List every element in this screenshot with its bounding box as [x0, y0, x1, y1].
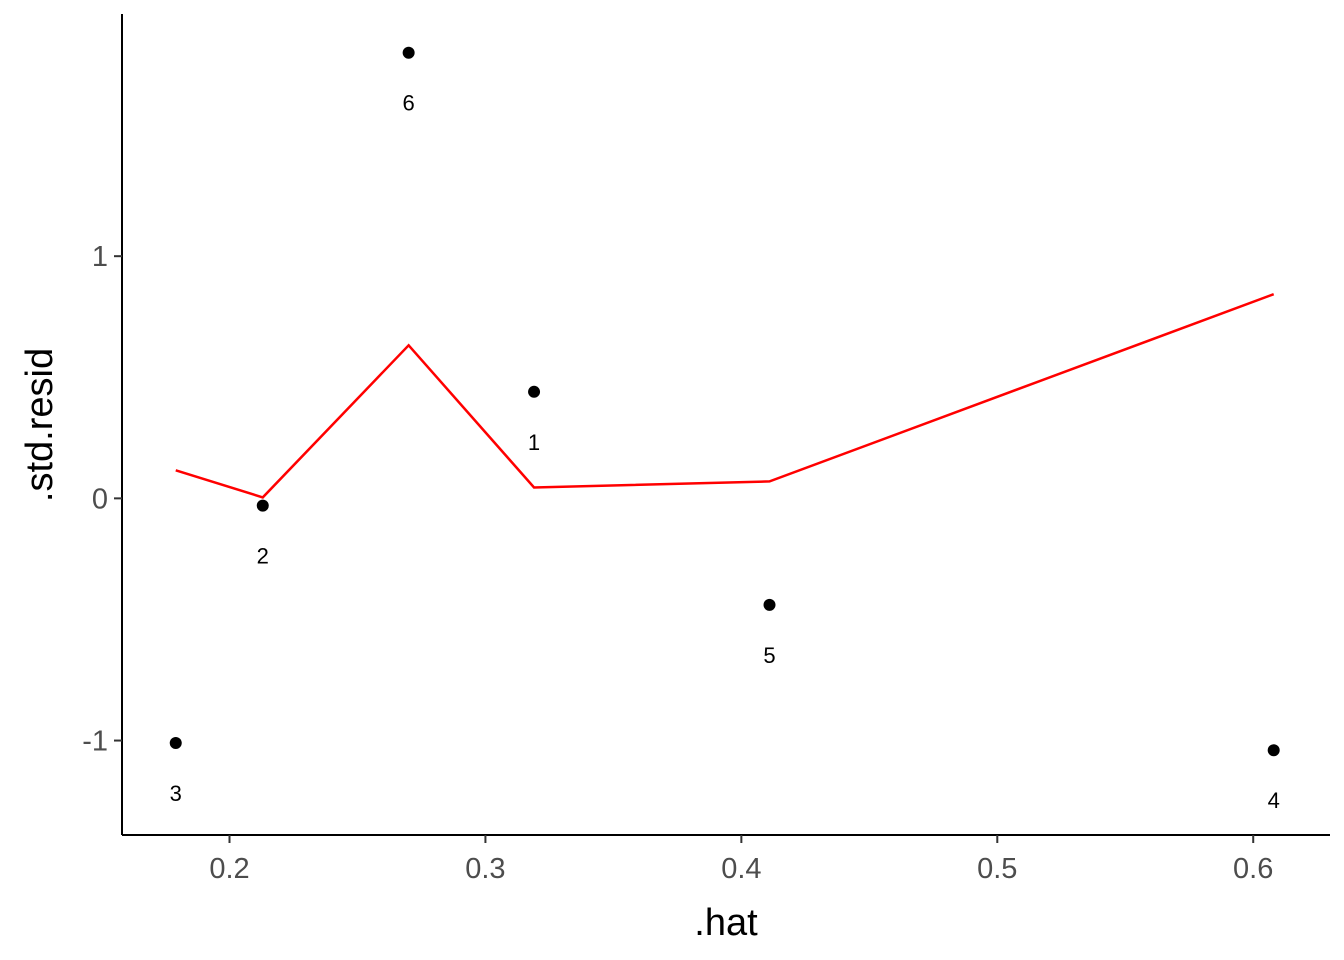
x-tick-label: 0.5: [977, 853, 1017, 885]
x-tick-label: 0.3: [465, 853, 505, 885]
point-label: 2: [257, 544, 269, 569]
y-tick-label: 1: [92, 241, 108, 273]
x-tick-label: 0.2: [209, 853, 249, 885]
x-tick-label: 0.6: [1233, 853, 1273, 885]
x-axis-title: .hat: [694, 902, 758, 944]
data-point: [528, 385, 541, 398]
data-point: [1267, 744, 1280, 757]
y-tick-label: -1: [82, 726, 108, 758]
y-tick-label: 0: [92, 483, 108, 515]
point-label: 1: [528, 430, 540, 455]
data-point: [402, 46, 415, 59]
y-axis-title: .std.resid: [19, 348, 61, 502]
data-point: [763, 598, 776, 611]
smooth-line: [175, 293, 1275, 499]
data-point: [169, 736, 182, 749]
point-label: 5: [763, 643, 775, 668]
point-label: 6: [403, 91, 415, 116]
point-label: 3: [170, 781, 182, 806]
point-label: 4: [1268, 788, 1280, 813]
x-tick-label: 0.4: [721, 853, 761, 885]
data-point: [256, 499, 269, 512]
